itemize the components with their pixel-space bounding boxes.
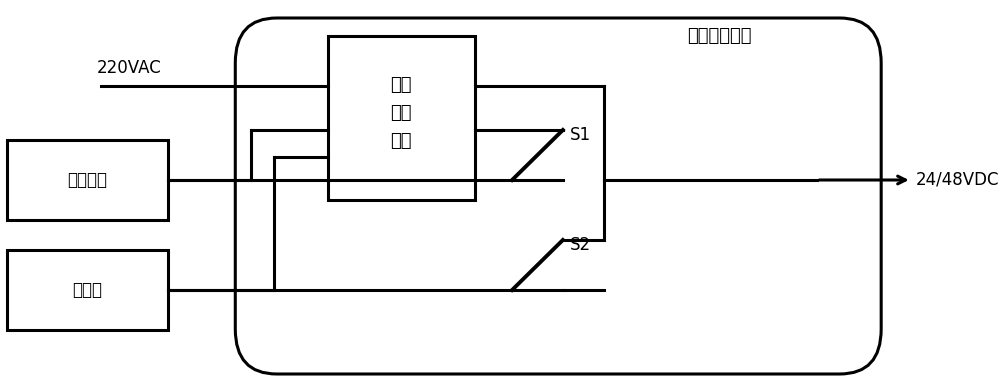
Text: 电池组: 电池组 bbox=[73, 281, 103, 299]
Text: 开关电源: 开关电源 bbox=[68, 171, 108, 189]
Text: 采样
判断
控制: 采样 判断 控制 bbox=[391, 76, 412, 150]
Bar bbox=[7, 250, 168, 330]
Text: 24/48VDC: 24/48VDC bbox=[915, 171, 999, 189]
Text: 电源管理模块: 电源管理模块 bbox=[687, 27, 752, 45]
Text: S2: S2 bbox=[570, 236, 591, 254]
Text: 220VAC: 220VAC bbox=[97, 59, 162, 77]
Bar bbox=[7, 140, 168, 220]
Text: S1: S1 bbox=[570, 126, 591, 144]
Bar bbox=[328, 36, 475, 200]
